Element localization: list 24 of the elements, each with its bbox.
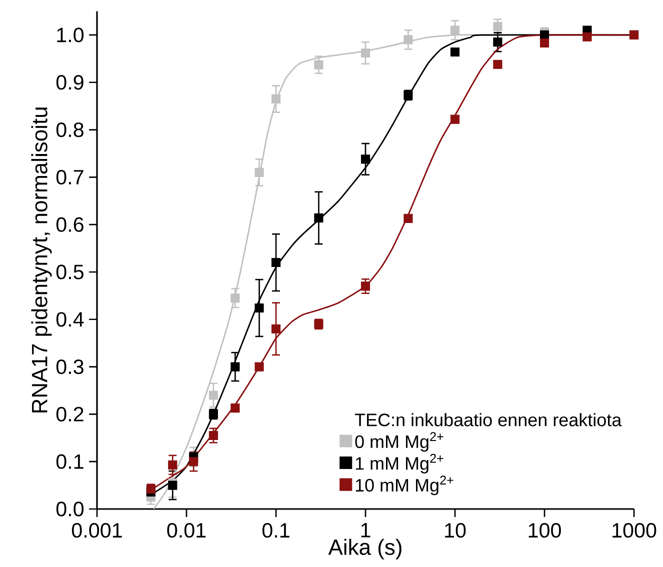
legend-label: 0 mM Mg$^{2+}$	[355, 432, 444, 452]
y-tick-label: 0.1	[56, 454, 84, 469]
y-tick-label: 0.8	[56, 122, 84, 138]
legend-label: 10 mM Mg$^{2+}$	[356, 476, 454, 496]
x-tick-label: 0.001	[72, 523, 122, 538]
y-tick-label: 0.4	[56, 312, 84, 327]
x-tick-label: 0.01	[167, 523, 206, 538]
y-tick-label: 1.0	[57, 28, 84, 42]
x-tick-label: 1000	[612, 523, 656, 538]
x-tick-label: 1	[361, 523, 370, 538]
y-tick-label: 0.7	[56, 170, 84, 184]
legend-label: 1 mM Mg$^{2+}$	[356, 454, 444, 474]
y-axis-title: RNA17 pidentynyt, normalisoitu	[31, 108, 52, 412]
y-tick-label: 0.6	[56, 217, 84, 232]
y-tick-label: 0.5	[56, 264, 84, 280]
y-tick-label: 0.2	[56, 406, 84, 422]
x-tick-label: 100	[528, 523, 561, 538]
y-tick-label: 0.3	[56, 359, 84, 374]
legend-title: TEC:n inkubaatio ennen reaktiota	[354, 413, 622, 426]
y-tick-label: 0.0	[56, 502, 84, 516]
x-tick-label: 10	[445, 523, 466, 538]
y-tick-label: 0.9	[56, 75, 84, 90]
x-axis-title: Aika (s)	[328, 538, 402, 560]
x-tick-label: 0.1	[262, 523, 290, 538]
